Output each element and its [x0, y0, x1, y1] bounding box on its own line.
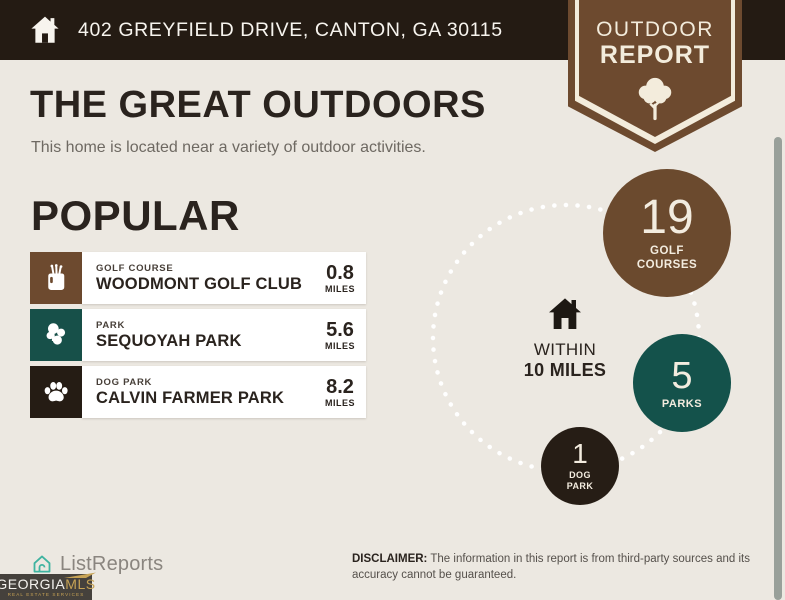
park-card-text: PARK SEQUOYAH PARK [96, 320, 242, 351]
disclaimer-text: DISCLAIMER: The information in this repo… [352, 552, 752, 583]
radius-center: WITHIN 10 MILES [490, 294, 640, 381]
distance-unit: MILES [324, 340, 355, 351]
georgia-mls-wordmark: GEORGIA MLS [0, 572, 96, 592]
georgia-mls-logo: GEORGIA MLS REAL ESTATE SERVICES [0, 572, 96, 600]
listreports-logo: ListReports [30, 552, 163, 576]
item-name: WOODMONT GOLF CLUB [96, 274, 303, 293]
home-icon [31, 16, 59, 43]
golf-courses-count: 19 [640, 190, 694, 244]
property-address: 402 GREYFIELD DRIVE, CANTON, GA 30115 [78, 18, 503, 41]
golf-distance: 0.8 MILES [325, 263, 355, 294]
distance-unit: MILES [324, 397, 355, 408]
dog-park-label: DOG PARK [566, 469, 594, 491]
golf-tile [30, 252, 82, 304]
house-outline-icon [33, 555, 51, 573]
badge-content: OUTDOOR REPORT [568, 0, 742, 129]
distance-value: 8.2 [326, 375, 354, 398]
home-icon [549, 298, 581, 329]
item-category: PARK [96, 319, 126, 331]
dog-park-distance: 8.2 MILES [325, 377, 355, 408]
tree-icon [638, 77, 672, 121]
list-item-dog-park: DOG PARK CALVIN FARMER PARK 8.2 MILES [30, 366, 366, 418]
distance-unit: MILES [324, 283, 355, 294]
mls-swoosh-icon [63, 572, 96, 578]
golf-bag-icon [48, 264, 65, 290]
park-trees-icon [46, 323, 66, 345]
park-distance: 5.6 MILES [325, 320, 355, 351]
dog-park-bubble: 1 DOG PARK [541, 427, 619, 505]
item-category: DOG PARK [96, 376, 153, 388]
disclaimer-body: The information in this report is from t… [352, 553, 750, 581]
scrollbar-thumb[interactable] [774, 137, 782, 600]
popular-list: GOLF COURSE WOODMONT GOLF CLUB 0.8 MILES [30, 252, 366, 423]
listreports-wordmark: ListReports [60, 552, 164, 575]
dog-park-card-text: DOG PARK CALVIN FARMER PARK [96, 377, 284, 408]
page-subtitle: This home is located near a variety of o… [31, 139, 426, 156]
item-name: CALVIN FARMER PARK [96, 388, 285, 407]
mls-wordmark-part1: GEORGIA [0, 575, 66, 592]
within-miles-label: 10 MILES [523, 360, 607, 380]
dog-park-count: 1 [572, 437, 588, 469]
paw-icon [44, 382, 68, 402]
page-title: THE GREAT OUTDOORS [30, 84, 486, 126]
park-card: PARK SEQUOYAH PARK 5.6 MILES [82, 309, 366, 361]
list-item-park: PARK SEQUOYAH PARK 5.6 MILES [30, 309, 366, 361]
parks-count: 5 [671, 354, 693, 397]
mls-wordmark-part2: MLS [65, 575, 96, 592]
golf-card: GOLF COURSE WOODMONT GOLF CLUB 0.8 MILES [82, 252, 366, 304]
item-category: GOLF COURSE [96, 262, 174, 274]
golf-courses-bubble: 19 GOLF COURSES [603, 169, 731, 297]
popular-heading: POPULAR [31, 192, 240, 239]
park-tile [30, 309, 82, 361]
list-item-golf-course: GOLF COURSE WOODMONT GOLF CLUB 0.8 MILES [30, 252, 366, 304]
disclaimer-label: DISCLAIMER: [352, 553, 428, 565]
outdoor-report-badge: OUTDOOR REPORT [568, 0, 742, 152]
distance-value: 0.8 [326, 261, 354, 284]
dog-park-card: DOG PARK CALVIN FARMER PARK 8.2 MILES [82, 366, 366, 418]
distance-value: 5.6 [326, 318, 354, 341]
dog-park-tile [30, 366, 82, 418]
mls-tagline: REAL ESTATE SERVICES [7, 591, 85, 597]
parks-label: PARKS [661, 397, 703, 410]
badge-title-line1: OUTDOOR [596, 18, 714, 41]
within-label: WITHIN [533, 340, 597, 359]
parks-bubble: 5 PARKS [633, 334, 731, 432]
badge-title-line2: REPORT [599, 41, 711, 69]
golf-card-text: GOLF COURSE WOODMONT GOLF CLUB [96, 263, 302, 294]
golf-courses-label: GOLF COURSES [636, 244, 698, 271]
item-name: SEQUOYAH PARK [96, 331, 242, 350]
